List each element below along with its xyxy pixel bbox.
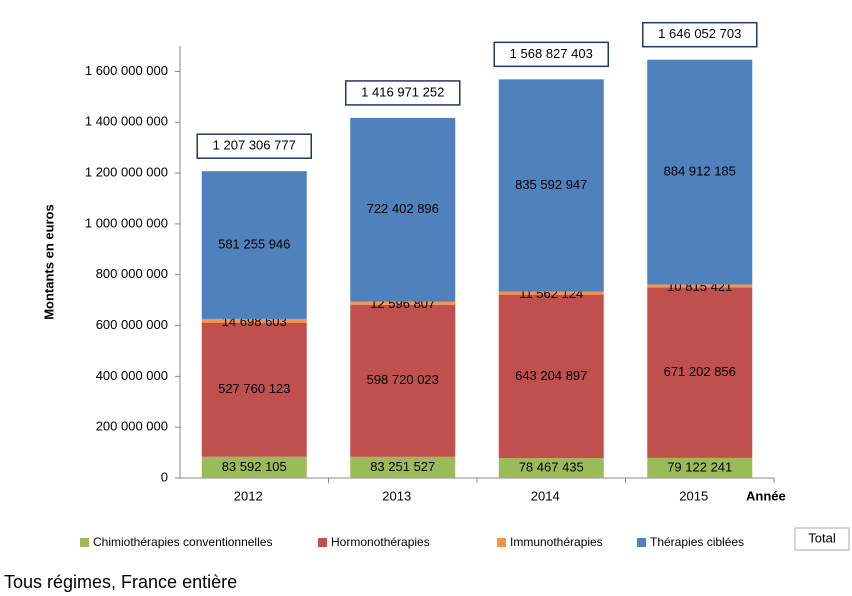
legend-swatch xyxy=(497,538,506,547)
total-label: 1 207 306 777 xyxy=(213,138,296,153)
bar-segment xyxy=(498,79,604,292)
y-tick-label: 800 000 000 xyxy=(96,266,168,281)
bar-segment xyxy=(498,294,604,459)
bar-segment xyxy=(201,456,307,478)
y-tick-label: 1 200 000 000 xyxy=(85,164,168,179)
bar-segment xyxy=(201,318,307,323)
y-tick-label: 1 000 000 000 xyxy=(85,215,168,230)
bar-segment xyxy=(350,304,456,457)
value-label: 78 467 435 xyxy=(519,459,584,474)
legend-label: Immunothérapies xyxy=(510,535,603,549)
value-label: 527 760 123 xyxy=(218,381,290,396)
bar-segment xyxy=(498,291,604,295)
value-label: 79 122 241 xyxy=(667,459,732,474)
value-label: 722 402 896 xyxy=(367,201,439,216)
value-label: 581 255 946 xyxy=(218,236,290,251)
y-tick-label: 1 400 000 000 xyxy=(85,114,168,129)
bar-segment xyxy=(350,117,456,302)
value-label: 884 912 185 xyxy=(664,164,736,179)
value-label: 598 720 023 xyxy=(367,372,439,387)
total-box xyxy=(196,133,312,159)
y-axis-label: Montants en euros xyxy=(41,204,56,320)
y-tick-label: 0 xyxy=(161,469,168,484)
bar-segment xyxy=(647,287,753,458)
y-tick-label: 400 000 000 xyxy=(96,368,168,383)
x-tick-label: 2012 xyxy=(234,488,263,503)
total-label: 1 646 052 703 xyxy=(658,26,741,41)
value-label: 83 592 105 xyxy=(222,459,287,474)
y-tick-label: 200 000 000 xyxy=(96,419,168,434)
legend-swatch xyxy=(80,538,89,547)
bar-segment xyxy=(350,301,456,305)
legend-label: Total xyxy=(808,530,836,545)
bar-segment xyxy=(350,456,456,478)
legend-label: Thérapies ciblées xyxy=(650,535,744,549)
value-label: 83 251 527 xyxy=(370,459,435,474)
total-box xyxy=(642,21,758,48)
footnote: Tous régimes, France entière xyxy=(4,572,237,592)
legend-label: Hormonothérapies xyxy=(331,535,430,549)
x-tick-label: 2013 xyxy=(382,488,411,503)
bar-segment xyxy=(647,59,753,285)
x-tick-label: 2015 xyxy=(679,488,708,503)
bar-segment xyxy=(647,457,753,478)
bar-segment xyxy=(498,458,604,478)
y-tick-label: 600 000 000 xyxy=(96,317,168,332)
legend-label: Chimiothérapies conventionnelles xyxy=(93,535,272,549)
value-label: 835 592 947 xyxy=(515,177,587,192)
bar-segment xyxy=(647,284,753,288)
bar-segment xyxy=(201,322,307,457)
total-box xyxy=(345,80,461,106)
legend-swatch xyxy=(637,538,646,547)
bar-segment xyxy=(201,171,307,319)
y-tick-label: 1 600 000 000 xyxy=(85,63,168,78)
total-label: 1 568 827 403 xyxy=(510,46,593,61)
value-label: 643 204 897 xyxy=(515,368,587,383)
total-label: 1 416 971 252 xyxy=(361,84,444,99)
value-label: 671 202 856 xyxy=(664,364,736,379)
total-box xyxy=(493,41,609,68)
x-axis-label: Année xyxy=(746,488,786,503)
legend-total-box xyxy=(794,527,850,551)
x-tick-label: 2014 xyxy=(531,488,560,503)
legend-swatch xyxy=(318,538,327,547)
